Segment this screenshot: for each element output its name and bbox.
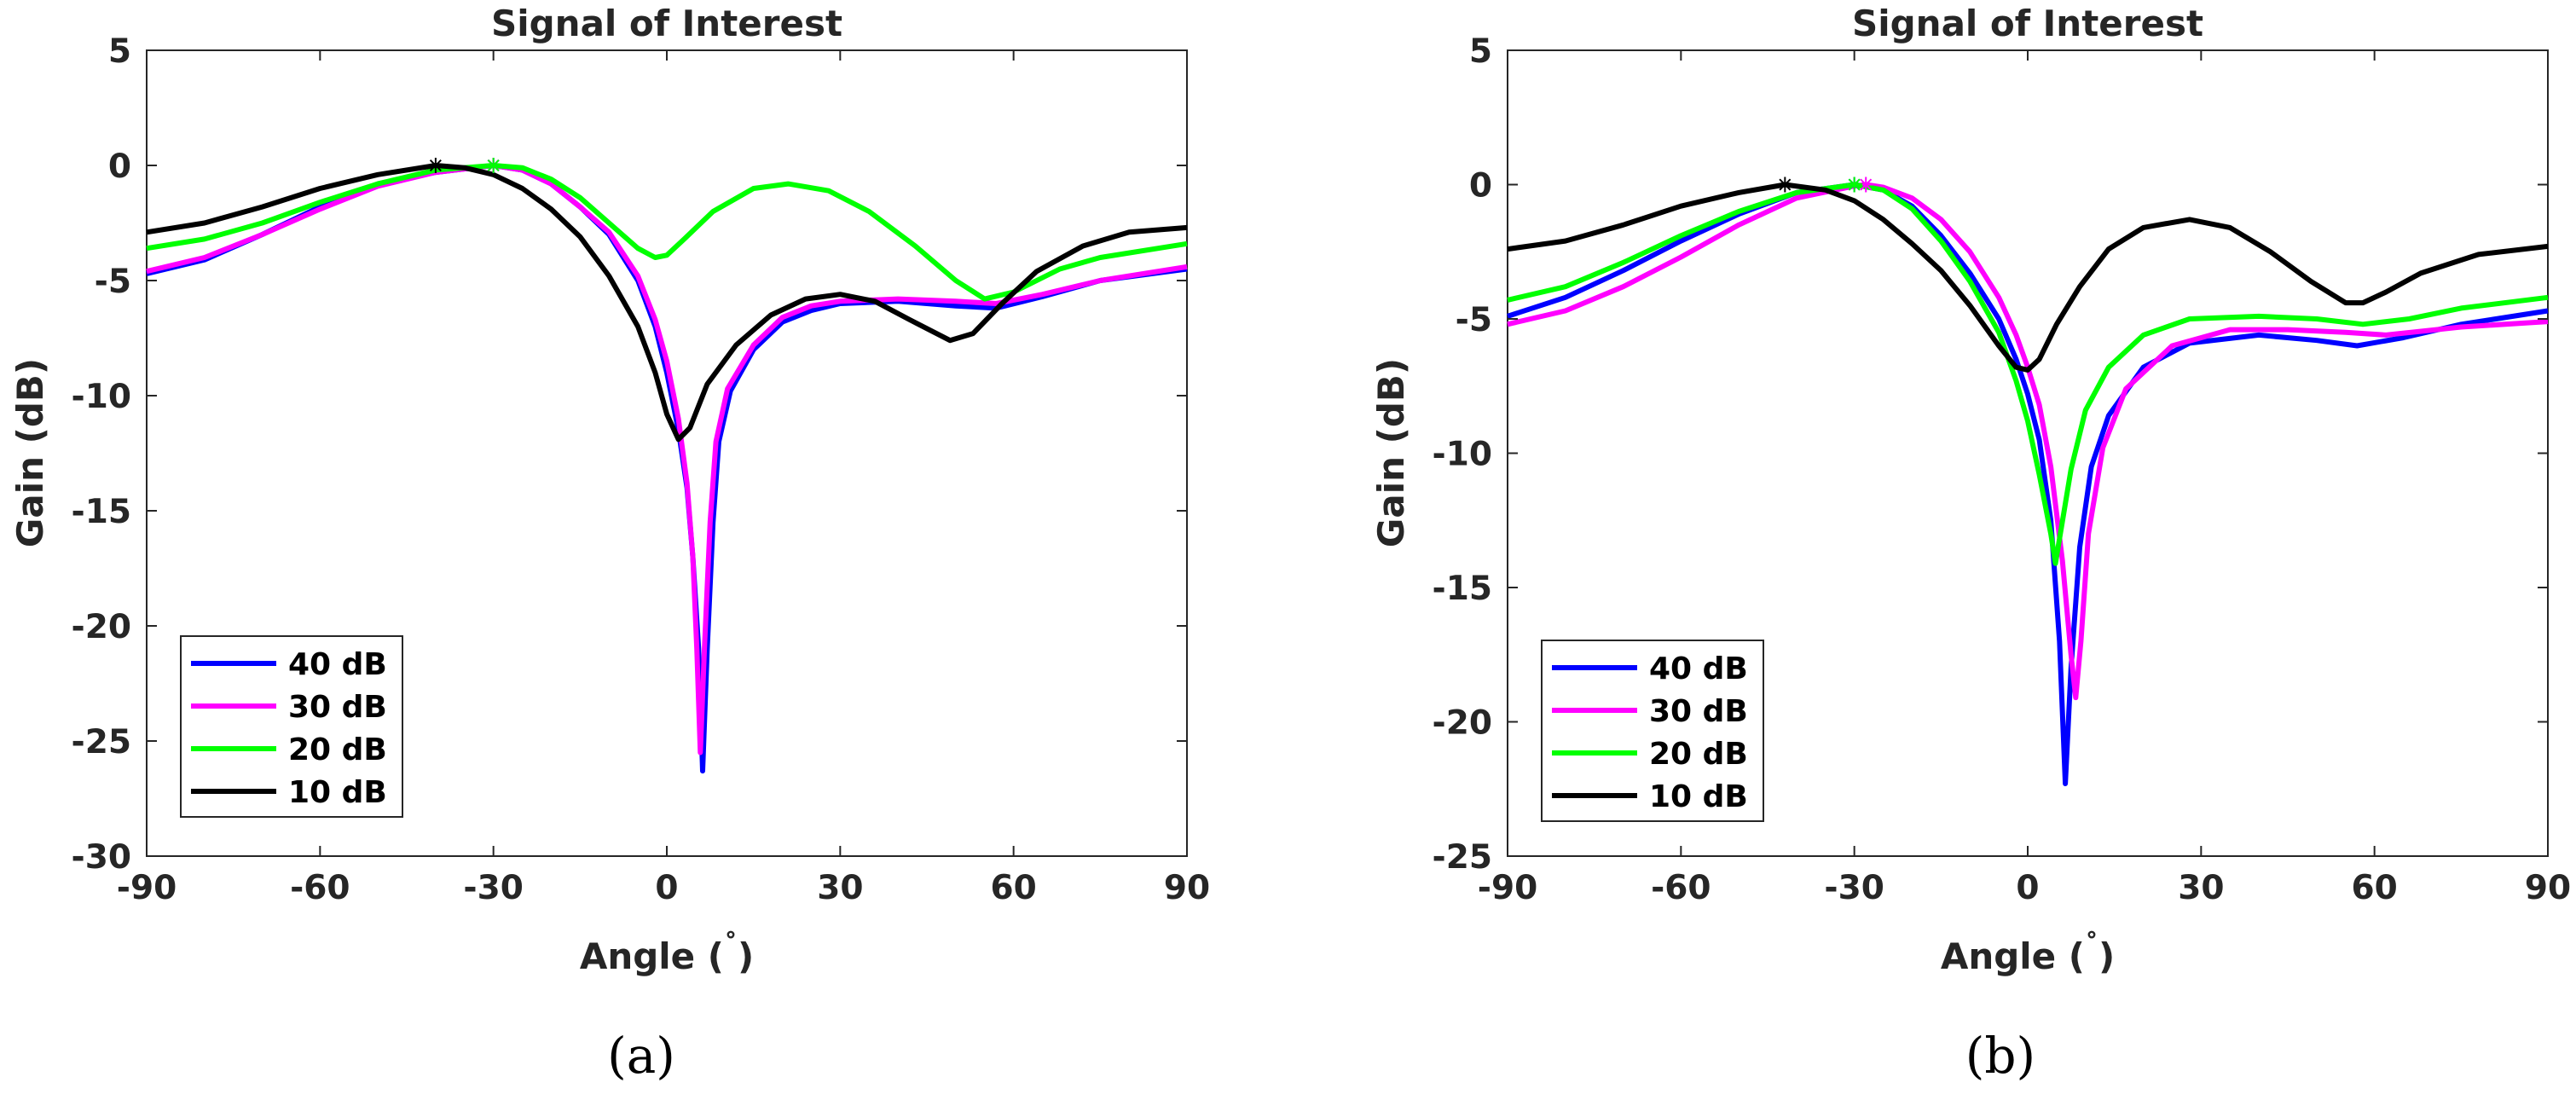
chart-b-series-20-db bbox=[1507, 182, 2549, 566]
chart-a-title: Signal of Interest bbox=[491, 3, 842, 44]
chart-a-peak-markers bbox=[427, 158, 501, 173]
chart-b-legend-label-10-db: 10 dB bbox=[1649, 779, 1748, 814]
chart-a-x-axis-label: Angle (˚) bbox=[580, 929, 754, 977]
chart-b-x-tick-label: 90 bbox=[2525, 869, 2571, 907]
chart-b-legend-label-20-db: 20 dB bbox=[1649, 737, 1748, 772]
chart-b-peak-markers bbox=[1777, 177, 1874, 193]
chart-a-y-tick-label: -5 bbox=[95, 263, 131, 301]
chart-b-title: Signal of Interest bbox=[1852, 3, 2203, 44]
chart-a-x-tick-label: 60 bbox=[991, 869, 1037, 907]
chart-b-legend-label-30-db: 30 dB bbox=[1649, 694, 1748, 729]
chart-b-x-axis-label-degree: ˚ bbox=[2085, 929, 2098, 962]
chart-a-legend: 40 dB 30 dB 20 dB 10 dB bbox=[180, 635, 403, 818]
chart-a-peak-marker-10-db bbox=[427, 158, 443, 173]
chart-a-x-tick-label: -90 bbox=[117, 869, 177, 907]
chart-a-y-tick-label: -25 bbox=[72, 723, 131, 761]
chart-a-series-20-db bbox=[146, 163, 1188, 302]
chart-b-x-tick-label: 0 bbox=[2016, 869, 2039, 907]
chart-b-y-tick-label: -5 bbox=[1456, 301, 1492, 339]
chart-a-ticks: -90 -60 -30 0 30 60 90 5 0 -5 -10 -15 -20 -25 -30 bbox=[72, 32, 1211, 907]
chart-a-y-tick-label: -20 bbox=[72, 608, 131, 646]
chart-a-y-tick-label: 5 bbox=[108, 32, 131, 71]
chart-a: -90 -60 -30 0 30 60 90 5 0 -5 -10 -15 -20 -25 -30 Sign… bbox=[9, 3, 1210, 1085]
chart-a-x-tick-label: -30 bbox=[463, 869, 523, 907]
chart-a-y-tick-label: -30 bbox=[72, 838, 131, 877]
chart-b-ticks: -90 -60 -30 0 30 60 90 5 0 -5 -10 -15 -20 -25 bbox=[1433, 32, 2572, 907]
chart-b-x-tick-label: -60 bbox=[1651, 869, 1711, 907]
chart-b-panel-label: (b) bbox=[1965, 1027, 2035, 1085]
chart-b-y-tick-label: 0 bbox=[1469, 167, 1492, 206]
chart-a-panel-label: (a) bbox=[607, 1027, 675, 1085]
chart-b-legend-label-40-db: 40 dB bbox=[1649, 651, 1748, 686]
chart-b-peak-marker-20-db bbox=[1846, 177, 1862, 193]
chart-b-x-tick-label: -30 bbox=[1824, 869, 1884, 907]
chart-b-x-axis-label-suffix: ) bbox=[2098, 935, 2115, 977]
chart-a-x-axis-label-degree: ˚ bbox=[724, 929, 738, 962]
chart-b-series-30-db bbox=[1507, 182, 2549, 701]
chart-a-x-tick-label: -60 bbox=[290, 869, 350, 907]
chart-b-y-tick-label: 5 bbox=[1469, 32, 1492, 71]
chart-b-y-tick-label: -25 bbox=[1433, 838, 1492, 877]
chart-b-y-axis-label: Gain (dB) bbox=[1370, 358, 1412, 547]
chart-a-y-tick-label: 0 bbox=[108, 148, 131, 186]
chart-a-curves bbox=[146, 163, 1188, 774]
chart-b-y-tick-label: -20 bbox=[1433, 704, 1492, 743]
chart-a-x-tick-label: 30 bbox=[817, 869, 863, 907]
chart-b-x-axis-label: Angle (˚) bbox=[1941, 929, 2115, 977]
chart-a-y-tick-label: -10 bbox=[72, 378, 131, 416]
chart-b-x-tick-label: -90 bbox=[1478, 869, 1537, 907]
chart-a-y-axis-label: Gain (dB) bbox=[9, 358, 51, 547]
chart-a-x-tick-label: 0 bbox=[655, 869, 678, 907]
chart-b-legend: 40 dB 30 dB 20 dB 10 dB bbox=[1541, 640, 1764, 822]
chart-a-y-tick-label: -15 bbox=[72, 493, 131, 531]
chart-a-legend-label-30-db: 30 dB bbox=[288, 690, 387, 725]
chart-b-x-axis-label-prefix: Angle ( bbox=[1941, 935, 2085, 977]
chart-a-legend-label-10-db: 10 dB bbox=[288, 775, 387, 810]
chart-b-series-10-db bbox=[1507, 182, 2549, 373]
chart-b-y-tick-label: -15 bbox=[1433, 570, 1492, 608]
chart-b-peak-marker-10-db bbox=[1777, 177, 1793, 193]
chart-b: -90 -60 -30 0 30 60 90 5 0 -5 -10 -15 -20 -25 Signal … bbox=[1370, 3, 2571, 1085]
chart-a-x-axis-label-suffix: ) bbox=[738, 935, 754, 977]
chart-a-legend-box bbox=[180, 635, 403, 818]
chart-b-curves bbox=[1507, 182, 2549, 786]
chart-b-x-tick-label: 30 bbox=[2178, 869, 2224, 907]
chart-b-y-tick-label: -10 bbox=[1433, 436, 1492, 474]
chart-a-x-tick-label: 90 bbox=[1164, 869, 1210, 907]
chart-a-x-axis-label-prefix: Angle ( bbox=[580, 935, 724, 977]
chart-a-legend-label-20-db: 20 dB bbox=[288, 732, 387, 767]
chart-a-peak-marker-20-db bbox=[485, 158, 501, 173]
chart-a-legend-label-40-db: 40 dB bbox=[288, 647, 387, 682]
chart-b-legend-box bbox=[1541, 640, 1764, 822]
chart-b-x-tick-label: 60 bbox=[2352, 869, 2398, 907]
